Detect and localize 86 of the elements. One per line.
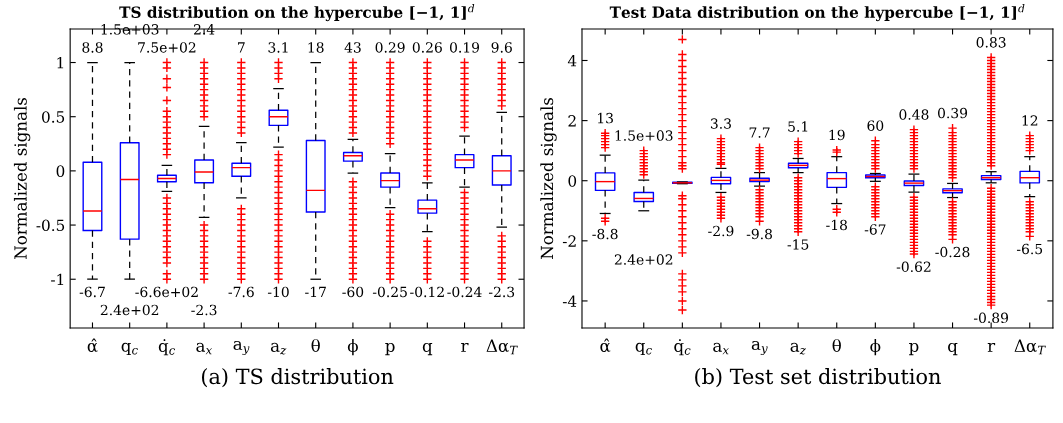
annotation: 2.4 xyxy=(193,24,215,35)
annotation: -0.24 xyxy=(447,286,482,298)
annotation: 7.7 xyxy=(749,127,770,138)
annotation: 0.39 xyxy=(938,107,968,119)
annotation: -17 xyxy=(305,286,326,297)
x-tick-label: α̂ xyxy=(87,338,98,352)
annotation: -10 xyxy=(267,286,289,298)
chart-title: Test Data distribution on the hypercube [−1, 1]$^{d}$ xyxy=(609,4,1025,22)
annotation: 1.5e+03 xyxy=(101,24,159,35)
annotation: 2.4e+02 xyxy=(614,254,673,265)
y-tick-label: 1 xyxy=(57,56,64,69)
x-tick-label: ϕ xyxy=(870,339,881,356)
y-axis-title: Normalized signals xyxy=(540,97,557,259)
annotation: -15 xyxy=(787,239,809,250)
annotation: -0.62 xyxy=(896,261,931,272)
annotation: 3.3 xyxy=(710,118,731,129)
annotation: 1.5e+03 xyxy=(615,130,673,141)
annotation: -67 xyxy=(864,224,886,235)
y-axis-title: Normalized signals xyxy=(13,97,31,259)
annotation: -2.3 xyxy=(191,304,217,316)
text: (b) Test set distribution xyxy=(695,368,941,388)
annotation: 18 xyxy=(308,42,324,53)
annotation: 12 xyxy=(1022,115,1038,126)
annotation: -60 xyxy=(342,286,364,298)
y-tick-label: 0 xyxy=(56,165,65,177)
x-tick-label: q̇$_{c}$ xyxy=(158,339,176,356)
x-tick-label: θ xyxy=(311,338,320,352)
x-tick-label: a$_{z}$ xyxy=(270,342,287,355)
annotation: 43 xyxy=(344,42,361,53)
y-tick-label: -0.5 xyxy=(36,219,65,232)
annotation: 0.19 xyxy=(449,42,480,53)
x-tick-label: ϕ xyxy=(347,339,358,356)
annotation: 8.8 xyxy=(82,42,103,53)
annotation: 7.5e+02 xyxy=(138,42,196,53)
x-tick-label: q xyxy=(422,342,433,356)
annotation: -2.3 xyxy=(488,286,515,298)
text: (a) TS distribution xyxy=(201,368,394,388)
x-tick-label: r xyxy=(987,342,996,352)
x-tick-label: a$_{y}$ xyxy=(233,340,250,355)
x-tick-label: q xyxy=(948,342,958,356)
y-tick-label: -4 xyxy=(562,295,577,307)
annotation: 0.26 xyxy=(412,42,442,53)
annotation: 0.29 xyxy=(375,42,405,53)
x-tick-label: a$_{x}$ xyxy=(713,342,729,355)
annotation: -0.89 xyxy=(973,312,1009,324)
x-tick-label: θ xyxy=(832,338,841,352)
x-tick-label: q$_{c}$ xyxy=(635,342,652,356)
annotation: -18 xyxy=(826,219,847,231)
annotation: 7 xyxy=(238,42,245,53)
x-tick-label: q̇$_{c}$ xyxy=(674,339,691,356)
y-tick-label: 0 xyxy=(568,175,577,187)
annotation: -6.5 xyxy=(1016,243,1043,255)
annotation: 2.4e+02 xyxy=(100,304,159,316)
annotation: 0.48 xyxy=(899,109,929,120)
annotation: -6.7 xyxy=(79,286,105,298)
x-tick-label: a$_{z}$ xyxy=(790,342,807,355)
x-tick-label: r xyxy=(461,342,469,352)
annotation: -8.8 xyxy=(592,228,618,240)
annotation: -0.25 xyxy=(372,286,407,298)
annotation: -9.8 xyxy=(746,228,772,240)
y-tick-label: -2 xyxy=(562,235,576,247)
annotation: 13 xyxy=(598,112,613,124)
x-tick-label: Δα$_{T}$ xyxy=(486,339,518,355)
annotation: 60 xyxy=(867,120,884,131)
annotation: -2.9 xyxy=(708,225,734,237)
x-tick-label: Δα$_{T}$ xyxy=(1014,339,1046,355)
annotation: -0.28 xyxy=(935,246,970,258)
annotation: -0.12 xyxy=(410,286,444,298)
x-tick-label: p xyxy=(909,342,919,356)
annotation: 5.1 xyxy=(788,121,808,132)
x-tick-label: q$_{c}$ xyxy=(121,342,138,356)
annotation: 19 xyxy=(829,129,845,141)
annotation: -6.6e+02 xyxy=(135,286,198,298)
x-tick-label: α̂ xyxy=(600,338,611,352)
y-tick-label: 4 xyxy=(567,54,577,67)
chart-title: TS distribution on the hypercube [−1, 1]$^{d}$ xyxy=(119,4,475,22)
y-tick-label: 2 xyxy=(568,115,576,127)
annotation: 3.1 xyxy=(268,42,288,53)
x-tick-label: a$_{x}$ xyxy=(196,342,213,355)
annotation: 0.83 xyxy=(976,37,1006,48)
x-tick-label: p xyxy=(385,342,395,356)
annotation: -7.6 xyxy=(228,286,254,298)
annotation: 9.6 xyxy=(491,42,512,53)
x-tick-label: a$_{y}$ xyxy=(751,340,768,355)
y-tick-label: 0.5 xyxy=(42,111,65,123)
y-tick-label: -1 xyxy=(51,273,64,286)
